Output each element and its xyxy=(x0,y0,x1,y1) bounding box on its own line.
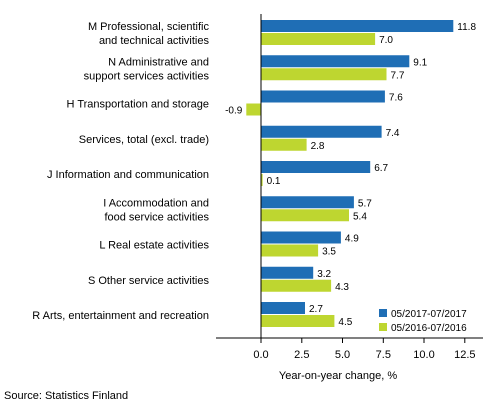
bar xyxy=(246,103,261,116)
category-label: M Professional, scientific and technical … xyxy=(88,21,210,47)
value-label: 4.5 xyxy=(338,317,352,328)
x-tick-label: 0.0 xyxy=(253,349,268,361)
bar xyxy=(261,55,410,68)
category-label: I Accommodation and food service activiti… xyxy=(103,197,209,223)
value-label: 0.1 xyxy=(267,176,281,187)
legend-label: 05/2016-07/2016 xyxy=(391,323,467,334)
bar xyxy=(261,33,376,45)
bars xyxy=(246,20,454,327)
value-label: 7.7 xyxy=(391,70,405,81)
bar xyxy=(261,231,341,244)
bar xyxy=(261,209,349,222)
bar xyxy=(261,196,354,209)
category-label: Services, total (excl. trade) xyxy=(79,134,209,146)
bar xyxy=(261,90,385,103)
value-label: 9.1 xyxy=(413,57,427,68)
bar xyxy=(261,68,387,81)
category-label: J Information and communication xyxy=(47,169,209,181)
bar xyxy=(261,315,335,327)
legend-swatch xyxy=(379,323,387,331)
value-label: 5.7 xyxy=(358,198,372,209)
bar xyxy=(261,266,314,279)
legend-swatch xyxy=(379,309,387,317)
legend: 05/2017-07/2017 05/2016-07/2016 xyxy=(379,309,467,334)
bar xyxy=(261,174,263,186)
source-note: Source: Statistics Finland xyxy=(4,390,128,402)
value-label: -0.9 xyxy=(225,106,243,117)
value-label: 2.8 xyxy=(311,141,325,152)
category-labels: M Professional, scientific and technical … xyxy=(32,21,209,322)
category-label: R Arts, entertainment and recreation xyxy=(32,310,209,322)
value-labels: 11.8 7.0 9.1 7.7 7.6 -0.9 7.4 2.8 6.7 0.1 5.7 5.4 4.… xyxy=(225,22,476,328)
x-axis: 0.0 2.5 5.0 7.5 10.0 12.5 xyxy=(216,337,483,361)
value-label: 3.5 xyxy=(322,247,336,258)
x-axis-title: Year-on-year change, % xyxy=(279,370,397,382)
value-label: 3.2 xyxy=(317,269,331,280)
x-tick-label: 10.0 xyxy=(413,349,434,361)
value-label: 7.0 xyxy=(379,35,393,46)
category-label: S Other service activities xyxy=(88,275,210,287)
bar xyxy=(261,125,382,138)
value-label: 11.8 xyxy=(457,22,476,33)
value-label: 2.7 xyxy=(309,304,323,315)
legend-label: 05/2017-07/2017 xyxy=(391,309,467,320)
value-label: 5.4 xyxy=(353,211,367,222)
bar xyxy=(261,161,371,173)
bar xyxy=(261,138,307,151)
value-label: 4.3 xyxy=(335,282,349,293)
x-tick-label: 7.5 xyxy=(376,349,391,361)
x-tick-label: 12.5 xyxy=(454,349,475,361)
value-label: 7.4 xyxy=(386,128,400,139)
bar xyxy=(261,244,319,257)
category-label: L Real estate activities xyxy=(99,240,209,252)
value-label: 4.9 xyxy=(345,234,359,245)
category-label: N Administrative and support services act… xyxy=(84,56,210,82)
value-label: 7.6 xyxy=(389,93,403,104)
value-label: 6.7 xyxy=(374,163,388,174)
bar xyxy=(261,20,454,32)
bar xyxy=(261,279,332,292)
category-label: H Transportation and storage xyxy=(67,99,209,111)
x-tick-label: 2.5 xyxy=(294,349,309,361)
bar xyxy=(261,302,305,314)
x-tick-label: 5.0 xyxy=(335,349,350,361)
